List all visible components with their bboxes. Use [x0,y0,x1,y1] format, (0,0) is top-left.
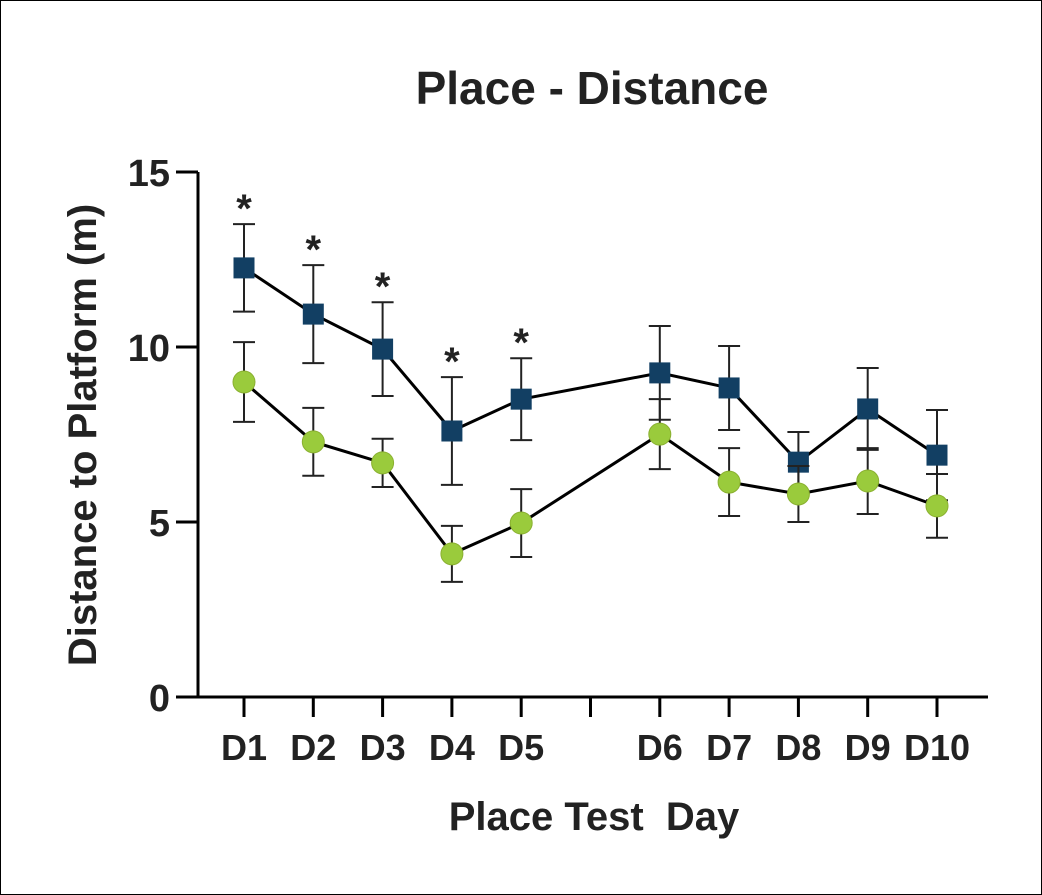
data-point-circle [371,451,395,475]
x-tick-label: D7 [706,727,752,768]
data-point-circle [301,430,325,454]
data-point-square [926,444,948,466]
data-point-circle [440,542,464,566]
x-tick-label: D9 [845,727,891,768]
data-point-square [302,303,324,325]
data-point-square [510,388,532,410]
significance-asterisk: * [306,228,322,272]
data-point-square [372,338,394,360]
significance-asterisk: * [513,321,529,365]
series-square [233,223,948,502]
x-tick-label: D1 [221,727,267,768]
data-point-circle [786,482,810,506]
data-point-circle [856,469,880,493]
y-tick-label: 5 [149,503,170,545]
data-point-square [857,398,879,420]
x-tick-label: D6 [637,727,683,768]
data-point-square [441,420,463,442]
data-point-circle [717,470,741,494]
data-point-square [233,257,255,279]
y-axis-label: Distance to Platform (m) [61,204,105,666]
x-axis-label: Place Test Day [449,795,740,839]
data-point-square [649,362,671,384]
data-point-circle [648,422,672,446]
data-point-circle [509,511,533,535]
series-line [243,380,938,556]
significance-asterisk: * [236,187,252,231]
series-circle [232,341,949,583]
data-point-square [718,377,740,399]
significance-asterisk: * [444,340,460,384]
y-tick-label: 10 [128,328,170,370]
x-tick-label: D10 [904,727,970,768]
series-line [243,266,938,465]
x-tick-label: D2 [290,727,336,768]
x-tick-label: D8 [775,727,821,768]
x-tick-label: D5 [498,727,544,768]
x-tick-label: D3 [360,727,406,768]
x-tick-label: D4 [429,727,475,768]
y-tick-label: 15 [128,153,170,195]
y-tick-label: 0 [149,678,170,720]
chart-title: Place - Distance [416,62,769,114]
data-point-circle [925,494,949,518]
data-point-square [787,451,809,473]
data-point-circle [232,370,256,394]
significance-asterisk: * [375,265,391,309]
